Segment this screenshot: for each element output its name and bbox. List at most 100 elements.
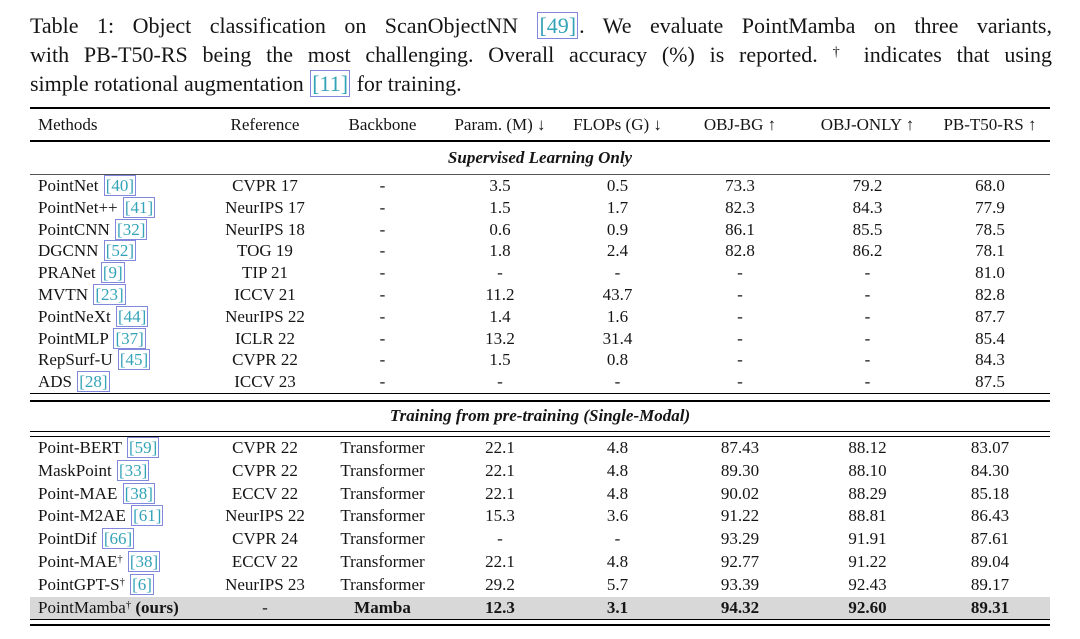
data-cell: 84.3: [975, 350, 1005, 370]
method-name: PointNet: [38, 176, 99, 195]
method-name: DGCNN: [38, 241, 99, 261]
column-header-flops: FLOPs (G) ↓: [573, 114, 662, 134]
citation-link[interactable]: [59]: [126, 436, 160, 458]
citation-link[interactable]: [61]: [131, 505, 164, 527]
data-cell: CVPR 22: [232, 460, 298, 480]
citation-link[interactable]: [32]: [115, 218, 148, 240]
citation-link[interactable]: [52]: [103, 240, 137, 262]
data-cell: 89.17: [970, 574, 1010, 594]
method-cell: PointMamba† (ours): [30, 597, 205, 620]
method-name: Point-M2AE: [38, 506, 126, 526]
data-cell: -: [864, 328, 871, 348]
citation-link[interactable]: [66]: [101, 528, 135, 550]
data-cell: 87.61: [970, 529, 1010, 549]
citation-link[interactable]: [41]: [122, 196, 156, 218]
section-title: Supervised Learning Only: [447, 148, 633, 167]
table-row: RepSurf-U [45] CVPR 22 - 1.5 0.8 - - 84.3: [30, 349, 1050, 371]
column-header-reference: Reference: [230, 114, 300, 134]
data-cell: 22.1: [485, 460, 515, 480]
data-cell: 89.31: [970, 597, 1010, 617]
table-row: ADS [28] ICCV 23 - - - - - 87.5: [30, 371, 1050, 393]
dagger-mark: †: [125, 599, 132, 611]
data-cell: Transformer: [340, 529, 425, 549]
table-row: MaskPoint [33] CVPR 22 Transformer 22.1 4.8 8…: [30, 459, 1050, 483]
data-cell: 92.77: [720, 551, 760, 571]
citation-link[interactable]: [44]: [115, 305, 149, 327]
section-header-pretraining: Training from pre-training (Single-Modal…: [30, 400, 1050, 432]
spacer-cell: [30, 620, 1050, 626]
citation-link[interactable]: [38]: [127, 550, 161, 572]
data-cell: -: [864, 372, 871, 392]
rule-spacer: [30, 393, 1050, 401]
data-cell: 29.2: [485, 574, 515, 594]
data-cell: 82.8: [975, 284, 1005, 304]
data-cell: -: [379, 372, 386, 392]
method-cell: PointDif [66]: [30, 528, 205, 551]
method-name: ADS: [38, 372, 73, 392]
citation-link-49[interactable]: [49]: [537, 12, 579, 39]
data-cell: 73.3: [725, 176, 755, 195]
rule-spacer: [30, 620, 1050, 626]
data-cell: Transformer: [340, 460, 425, 480]
data-cell: 0.8: [606, 350, 629, 370]
citation-link[interactable]: [33]: [116, 459, 150, 481]
data-cell: 93.29: [720, 529, 760, 549]
data-cell: -: [737, 328, 743, 348]
data-cell: 84.3: [852, 197, 883, 217]
data-cell: 0.9: [606, 219, 629, 239]
data-cell: NeurIPS 17: [225, 197, 305, 217]
citation-link[interactable]: [28]: [77, 371, 110, 393]
citation-link[interactable]: [45]: [117, 349, 151, 371]
caption-line-1: Table 1: Object classification on ScanOb…: [30, 11, 1052, 40]
citation-link-11[interactable]: [11]: [310, 70, 351, 97]
data-cell: 91.22: [720, 506, 760, 526]
data-cell: -: [737, 306, 743, 326]
dagger-mark: †: [119, 576, 125, 588]
data-cell: 89.04: [970, 551, 1010, 571]
data-cell: -: [614, 529, 621, 549]
data-cell: TOG 19: [237, 241, 293, 261]
data-cell: CVPR 22: [232, 350, 298, 370]
table-row: PointCNN [32] NeurIPS 18 - 0.6 0.9 86.1 85.5 78…: [30, 218, 1050, 241]
data-cell: -: [379, 350, 386, 370]
data-cell: 88.29: [848, 483, 887, 503]
data-cell: -: [614, 372, 621, 392]
citation-link[interactable]: [23]: [93, 283, 126, 305]
data-cell: -: [497, 263, 503, 283]
citation-link[interactable]: [6]: [130, 573, 154, 595]
section-rows-supervised: PointNet [40] CVPR 17-3.5 0.5 73.3 79.2 68.0 P…: [30, 175, 1050, 394]
data-cell: 13.2: [485, 328, 515, 348]
data-cell: 85.4: [975, 328, 1005, 348]
caption-text: for training.: [351, 71, 462, 96]
citation-link[interactable]: [9]: [100, 262, 125, 284]
method-cell: PRANet [9]: [30, 262, 205, 284]
citation-link[interactable]: [38]: [122, 482, 155, 504]
data-cell: 1.4: [489, 306, 511, 326]
data-cell: -: [379, 241, 386, 261]
section-title: Training from pre-training (Single-Modal…: [389, 406, 691, 426]
method-cell: PointNet [40]: [30, 175, 205, 197]
table-row: DGCNN [52] TOG 19 - 1.8 2.4 82.8 86.2 78.1: [30, 240, 1050, 262]
citation-link[interactable]: [37]: [113, 327, 146, 349]
data-cell: Transformer: [340, 437, 425, 457]
data-cell: -: [864, 350, 871, 370]
method-cell: MVTN [23]: [30, 283, 205, 306]
table-caption: Table 1: Object classification on ScanOb…: [30, 11, 1052, 98]
method-cell: Point-MAE† [38]: [30, 550, 205, 574]
table-row: PointMLP [37] ICLR 22 - 13.2 31.4 - - 85.4: [30, 327, 1050, 350]
table-row: Point-MAE [38] ECCV 22 Transformer 22.1 4.8 9…: [30, 482, 1050, 506]
dagger-mark: †: [832, 44, 849, 60]
data-cell: 78.5: [975, 219, 1005, 239]
method-cell: Point-MAE [38]: [30, 482, 205, 506]
table-row: Point-M2AE [61] NeurIPS 22 Transformer 15.3…: [30, 505, 1050, 528]
method-cell: Point-M2AE [61]: [30, 505, 205, 528]
spacer-row: [30, 393, 1050, 401]
method-name: PointGPT-S: [38, 574, 120, 594]
data-cell: CVPR 24: [232, 529, 298, 549]
table-row: PointNet++ [41] NeurIPS 17 - 1.5 1.7 82.3 84.3…: [30, 196, 1050, 219]
data-cell: 1.5: [489, 197, 511, 217]
table-row: PointMamba† (ours) - Mamba 12.3 3.1 94.32 92.6…: [30, 596, 1050, 620]
data-cell: TIP 21: [241, 263, 289, 283]
citation-link[interactable]: [40]: [103, 175, 137, 196]
data-cell: 91.22: [848, 551, 887, 571]
